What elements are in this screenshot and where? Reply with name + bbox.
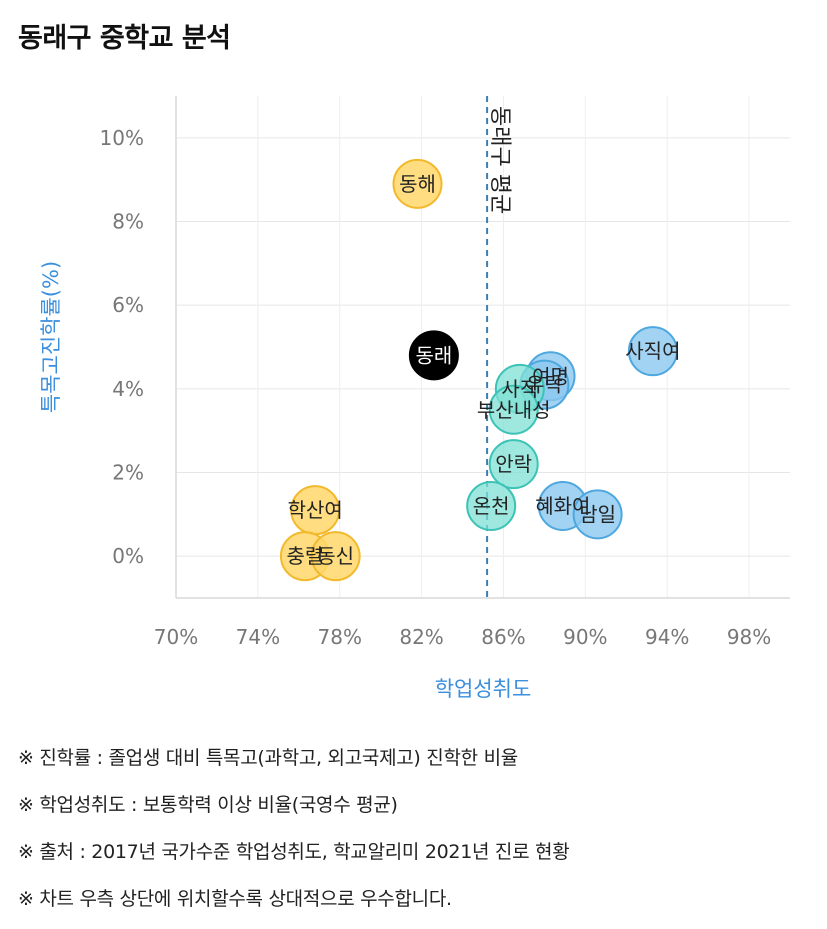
y-tick-label: 10% xyxy=(100,126,144,150)
data-point xyxy=(310,531,361,582)
chart-axes: 0% 2% 4% 6% 8% 10% 70% 74% 78% 82% 86% 90% 94% 98% xyxy=(100,96,790,649)
data-point xyxy=(627,326,678,377)
data-point xyxy=(392,158,443,209)
data-label: 안락 xyxy=(495,452,532,476)
y-tick-label: 6% xyxy=(112,293,144,317)
y-tick-label: 4% xyxy=(112,377,144,401)
data-point xyxy=(572,489,623,540)
data-point xyxy=(488,439,539,490)
data-label: 부산내성 xyxy=(477,398,551,422)
data-point xyxy=(408,330,459,381)
x-tick-label: 70% xyxy=(154,625,198,649)
x-tick-label: 82% xyxy=(399,625,443,649)
scatter-chart: 0% 2% 4% 6% 8% 10% 70% 74% 78% 82% 86% 90% 94% 98% 동래… xyxy=(39,96,790,701)
data-label: 유락 xyxy=(526,373,563,397)
footnote-achievement: ※ 학업성취도 : 보통학력 이상 비율(국영수 평균) xyxy=(18,794,398,816)
y-tick-label: 8% xyxy=(112,210,144,234)
footnote-source: ※ 출처 : 2017년 국가수준 학업성취도, 학교알리미 2021년 진로 … xyxy=(18,841,570,863)
data-label: 동해 xyxy=(399,172,436,196)
x-axis-title: 학업성취도 xyxy=(435,677,532,701)
data-label: 온천 xyxy=(473,494,510,518)
data-label: 동신 xyxy=(317,544,354,568)
reference-line-label: 동래구 평균 xyxy=(487,106,512,214)
data-label: 혜화여 xyxy=(535,494,590,518)
data-label: 충렬 xyxy=(287,544,324,568)
footnote-rate: ※ 진학률 : 졸업생 대비 특목고(과학고, 외고국제고) 진학한 비율 xyxy=(18,747,518,769)
x-tick-label: 78% xyxy=(318,625,362,649)
data-label: 여명 xyxy=(532,364,569,388)
x-tick-label: 74% xyxy=(236,625,280,649)
y-tick-label: 2% xyxy=(112,461,144,485)
page-title: 동래구 중학교 분석 xyxy=(18,23,231,54)
data-label: 사직 xyxy=(501,377,538,401)
data-point xyxy=(466,480,517,531)
x-tick-label: 90% xyxy=(563,625,607,649)
footnote-interpretation: ※ 차트 우측 상단에 위치할수록 상대적으로 우수합니다. xyxy=(18,888,452,910)
data-label: 사직여 xyxy=(625,339,680,363)
x-tick-label: 98% xyxy=(727,625,771,649)
data-label: 학산여 xyxy=(288,498,343,522)
x-tick-label: 94% xyxy=(645,625,689,649)
y-axis-title: 특목고진학률(%) xyxy=(39,261,63,413)
footnotes: ※ 진학률 : 졸업생 대비 특목고(과학고, 외고국제고) 진학한 비율 ※ … xyxy=(18,740,570,928)
data-label: 동래 xyxy=(415,343,452,367)
axis-labels: 학업성취도 특목고진학률(%) xyxy=(39,261,531,701)
data-label: 남일 xyxy=(579,502,616,526)
y-tick-label: 0% xyxy=(112,544,144,568)
x-tick-label: 86% xyxy=(481,625,525,649)
data-point xyxy=(488,384,539,435)
